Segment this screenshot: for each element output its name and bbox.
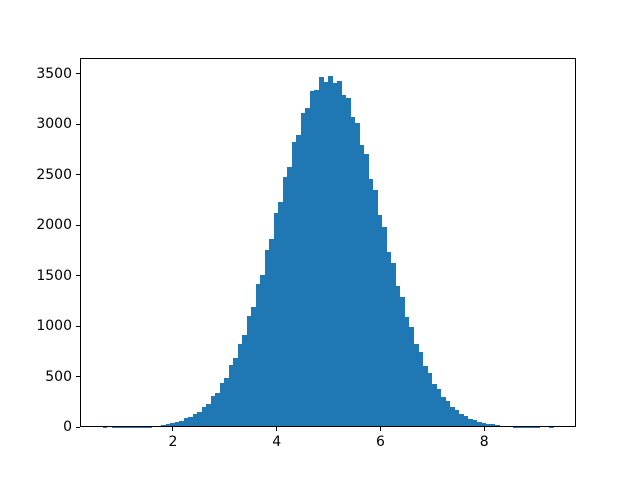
histogram-bar — [350, 116, 356, 427]
histogram-bar — [359, 145, 365, 427]
histogram-bar — [179, 421, 185, 427]
y-tick-label: 3000 — [36, 116, 72, 133]
histogram-bar — [219, 383, 225, 427]
histogram-bar — [404, 316, 410, 427]
histogram-bar — [323, 81, 329, 427]
histogram-bar — [264, 249, 270, 427]
histogram-bar — [458, 413, 464, 427]
x-tick-label: 8 — [479, 434, 489, 450]
y-tick-mark — [76, 174, 80, 176]
histogram-bar — [445, 400, 451, 427]
y-tick-mark — [76, 275, 80, 277]
y-tick-label: 2500 — [36, 166, 72, 183]
histogram-bar — [242, 334, 248, 427]
x-tick-label: 2 — [168, 434, 178, 450]
x-tick-mark — [172, 427, 174, 431]
histogram-bar — [300, 112, 306, 427]
histogram-bars — [80, 58, 576, 427]
y-tick-label: 1500 — [36, 267, 72, 284]
histogram-bar — [197, 411, 203, 427]
histogram-bar — [463, 415, 469, 427]
histogram-bar — [382, 227, 387, 427]
histogram-bar — [206, 403, 212, 427]
histogram-bar — [170, 422, 175, 427]
histogram-bar — [201, 406, 207, 427]
histogram-bar — [377, 215, 383, 427]
histogram-bar — [291, 142, 297, 427]
x-tick-label: 4 — [272, 434, 282, 450]
histogram-bar — [233, 358, 239, 427]
histogram-bar — [409, 326, 414, 427]
histogram-bar — [485, 424, 491, 427]
histogram-bar — [373, 189, 378, 427]
histogram-bar — [336, 80, 342, 427]
histogram-bar — [386, 251, 392, 427]
histogram-bar — [228, 365, 234, 427]
histogram-bar — [467, 418, 473, 427]
histogram-bar — [422, 366, 428, 427]
histogram-bar — [400, 296, 405, 427]
histogram-bar — [287, 166, 293, 427]
histogram-bar — [188, 417, 194, 427]
x-tick-mark — [380, 427, 381, 431]
histogram-bar — [490, 424, 496, 427]
x-tick-label: 6 — [376, 434, 385, 450]
y-tick-label: 1000 — [36, 318, 72, 334]
histogram-bar — [318, 77, 324, 427]
y-tick-label: 2000 — [36, 217, 72, 234]
histogram-bar — [165, 424, 171, 427]
histogram-bar — [237, 343, 243, 427]
histogram-bar — [192, 413, 198, 427]
histogram-bar — [269, 238, 275, 427]
histogram-bar — [449, 407, 455, 427]
histogram-bar — [346, 97, 351, 427]
histogram-bar — [413, 343, 419, 427]
y-tick-mark — [76, 123, 80, 125]
histogram-bar — [341, 95, 347, 427]
histogram-bar — [332, 83, 338, 427]
y-tick-mark — [76, 73, 80, 75]
histogram-bar — [436, 388, 442, 427]
y-tick-label: 500 — [45, 368, 72, 385]
y-tick-mark — [76, 376, 80, 377]
histogram-bar — [282, 176, 288, 427]
y-tick-mark — [76, 426, 80, 428]
histogram-bar — [364, 154, 369, 427]
histogram-bar — [296, 134, 302, 427]
histogram-bar — [246, 316, 252, 427]
histogram-bar — [440, 397, 446, 427]
histogram-bar — [224, 377, 230, 427]
x-tick-mark — [276, 427, 278, 431]
histogram-bar — [255, 284, 261, 427]
histogram-bar — [427, 372, 433, 427]
histogram-bar — [215, 392, 221, 427]
histogram-bar — [273, 212, 279, 427]
histogram-bar — [355, 123, 360, 427]
y-tick-label: 3500 — [36, 65, 72, 82]
y-tick-mark — [76, 224, 80, 226]
histogram-bar — [472, 419, 478, 427]
histogram-bar — [391, 263, 396, 427]
histogram-bar — [368, 179, 374, 427]
histogram-bar — [260, 274, 266, 427]
histogram-bar — [305, 107, 311, 427]
histogram-bar — [278, 202, 284, 427]
histogram-bar — [431, 383, 437, 427]
histogram-bar — [481, 422, 487, 427]
x-tick-mark — [483, 427, 485, 431]
histogram-bar — [395, 286, 401, 427]
histogram-bar — [454, 409, 460, 427]
histogram-bar — [476, 422, 482, 427]
histogram-bar — [314, 89, 320, 427]
histogram-bar — [251, 306, 257, 427]
histogram-bar — [327, 75, 333, 427]
histogram-bar — [418, 352, 424, 427]
histogram-bar — [309, 90, 315, 427]
histogram-bar — [174, 421, 180, 427]
y-tick-label: 0 — [63, 419, 72, 435]
histogram-bar — [210, 396, 216, 427]
histogram-bar — [183, 418, 189, 427]
y-tick-mark — [76, 325, 80, 327]
